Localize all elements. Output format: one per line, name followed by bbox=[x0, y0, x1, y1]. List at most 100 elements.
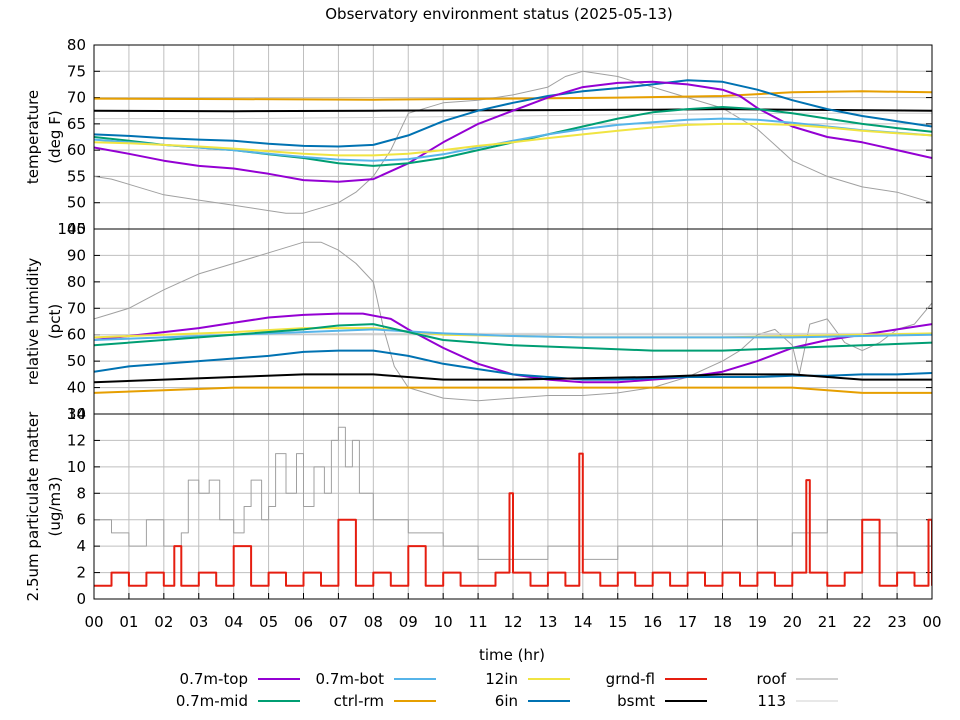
y-axis-label: 2.5um particulate matter bbox=[24, 411, 42, 601]
y-tick-label: 50 bbox=[67, 352, 86, 370]
x-tick-label: 03 bbox=[189, 613, 208, 631]
x-axis-label: time (hr) bbox=[479, 646, 545, 664]
y-tick-label: 8 bbox=[76, 484, 86, 502]
series-group bbox=[94, 241, 932, 402]
x-tick-label: 12 bbox=[503, 613, 522, 631]
x-tick-label: 13 bbox=[538, 613, 557, 631]
legend-label: ctrl-rm bbox=[334, 692, 384, 710]
series-line-roof bbox=[94, 70, 932, 214]
y-axis-label: temperature bbox=[24, 90, 42, 184]
y-tick-label: 6 bbox=[76, 511, 86, 529]
series-line-6in bbox=[94, 79, 932, 148]
y-tick-label: 0 bbox=[76, 590, 86, 608]
series-line-0.7m-mid bbox=[94, 323, 932, 352]
y-tick-label: 12 bbox=[67, 431, 86, 449]
x-tick-label: 15 bbox=[608, 613, 627, 631]
series-line-6in bbox=[94, 349, 932, 381]
series-line-0.7m-bot bbox=[94, 117, 932, 162]
y-tick-label: 50 bbox=[67, 194, 86, 212]
legend-label: 0.7m-top bbox=[180, 670, 248, 688]
series-line-ctrl-rm bbox=[94, 386, 932, 394]
x-tick-label: 22 bbox=[853, 613, 872, 631]
legend-label: 6in bbox=[495, 692, 518, 710]
legend-label: 113 bbox=[757, 692, 786, 710]
x-tick-label: 02 bbox=[154, 613, 173, 631]
series-group bbox=[94, 426, 932, 587]
series-line-bsmt bbox=[94, 108, 932, 113]
x-tick-label: 01 bbox=[119, 613, 138, 631]
series-group bbox=[94, 70, 932, 214]
y-tick-label: 70 bbox=[67, 299, 86, 317]
x-tick-label: 04 bbox=[224, 613, 243, 631]
series-line-grnd-fl bbox=[94, 452, 932, 587]
y-tick-label: 45 bbox=[67, 220, 86, 238]
legend: 0.7m-top 0.7m-bot 12in grnd-fl roof 0.7m-mid c… bbox=[176, 670, 838, 710]
series-line-roof bbox=[94, 241, 932, 402]
y-axis-label-units: (deg F) bbox=[46, 110, 64, 163]
legend-item: 0.7m-top bbox=[180, 670, 300, 688]
chart-title: Observatory environment status (2025-05-… bbox=[325, 5, 673, 23]
y-tick-label: 80 bbox=[67, 273, 86, 291]
y-tick-label: 90 bbox=[67, 246, 86, 264]
panel-humidity: 30 40 50 60 70 80 90 100 relative humidity (pct) bbox=[24, 220, 933, 423]
series-line-ctrl-rm bbox=[94, 90, 932, 101]
y-tick-label: 55 bbox=[67, 167, 86, 185]
legend-item: bsmt bbox=[617, 692, 707, 710]
x-tick-label: 23 bbox=[888, 613, 907, 631]
y-tick-label: 70 bbox=[67, 89, 86, 107]
y-tick-label: 100 bbox=[57, 220, 86, 238]
x-tick-label: 11 bbox=[469, 613, 488, 631]
legend-item: 6in bbox=[495, 692, 570, 710]
panel-temperature: 45 50 55 60 65 70 75 80 temperature (deg F) bbox=[24, 36, 933, 238]
y-tick-label: 10 bbox=[67, 458, 86, 476]
x-tick-label: 10 bbox=[434, 613, 453, 631]
legend-item: ctrl-rm bbox=[334, 692, 436, 710]
y-tick-label: 40 bbox=[67, 379, 86, 397]
x-tick-label: 07 bbox=[329, 613, 348, 631]
legend-item: grnd-fl bbox=[606, 670, 707, 688]
legend-item: 0.7m-bot bbox=[316, 670, 436, 688]
x-tick-label: 21 bbox=[818, 613, 837, 631]
x-tick-label: 19 bbox=[748, 613, 767, 631]
x-tick-label: 08 bbox=[364, 613, 383, 631]
legend-label: 0.7m-bot bbox=[316, 670, 385, 688]
series-line-0.7m-top bbox=[94, 312, 932, 384]
y-tick-label: 75 bbox=[67, 62, 86, 80]
legend-label: bsmt bbox=[617, 692, 655, 710]
legend-label: grnd-fl bbox=[606, 670, 655, 688]
y-tick-label: 4 bbox=[76, 537, 86, 555]
y-tick-label: 30 bbox=[67, 405, 86, 423]
series-line-12in bbox=[94, 122, 932, 157]
legend-item: 0.7m-mid bbox=[176, 692, 300, 710]
x-tick-label: 09 bbox=[399, 613, 418, 631]
legend-item: 12in bbox=[485, 670, 570, 688]
y-tick-label: 80 bbox=[67, 36, 86, 54]
x-tick-label: 17 bbox=[678, 613, 697, 631]
y-axis-label-units: (ug/m3) bbox=[46, 477, 64, 537]
x-tick-label: 05 bbox=[259, 613, 278, 631]
x-tick-label: 14 bbox=[573, 613, 592, 631]
x-tick-label: 16 bbox=[643, 613, 662, 631]
x-tick-label: 18 bbox=[713, 613, 732, 631]
y-tick-label: 14 bbox=[67, 405, 86, 423]
legend-label: 0.7m-mid bbox=[176, 692, 248, 710]
y-axis-label: relative humidity bbox=[24, 258, 42, 386]
x-tick-label: 00 bbox=[84, 613, 103, 631]
series-line-0.7m-top bbox=[94, 80, 932, 183]
y-tick-label: 2 bbox=[76, 564, 86, 582]
panel-particulate: 0 2 4 6 8 10 12 14 2.5um particulate matter (ug/m… bbox=[24, 405, 933, 608]
x-tick-label: 20 bbox=[783, 613, 802, 631]
y-axis-label-units: (pct) bbox=[46, 304, 64, 339]
legend-item: roof bbox=[757, 670, 838, 688]
legend-item: 113 bbox=[757, 692, 838, 710]
x-tick-label: 00 bbox=[922, 613, 941, 631]
series-line-roof bbox=[94, 426, 932, 560]
series-line-bsmt bbox=[94, 373, 932, 384]
legend-label: 12in bbox=[485, 670, 518, 688]
y-tick-label: 60 bbox=[67, 141, 86, 159]
y-tick-label: 60 bbox=[67, 326, 86, 344]
legend-label: roof bbox=[757, 670, 787, 688]
x-tick-label: 06 bbox=[294, 613, 313, 631]
